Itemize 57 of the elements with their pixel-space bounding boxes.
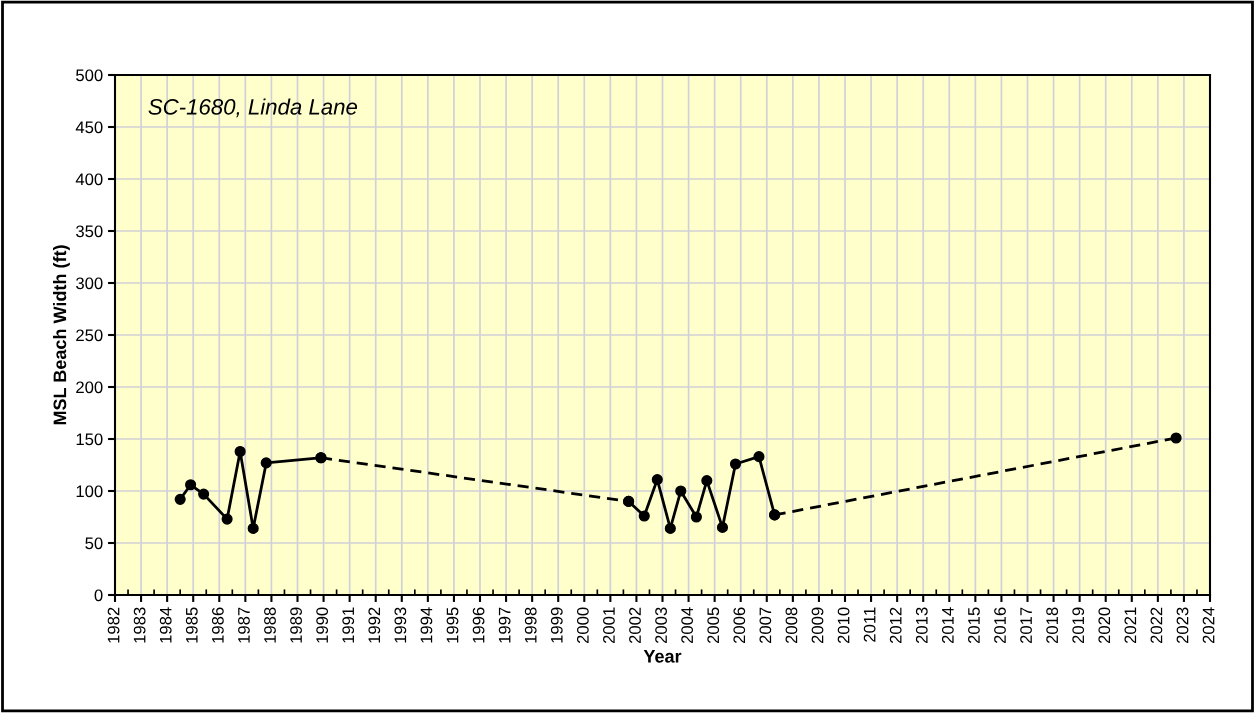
- x-tick-label: 1985: [185, 607, 198, 643]
- x-tick-label: 1987: [238, 607, 250, 643]
- x-tick-label: 2005: [707, 607, 720, 644]
- x-tick-label: 1982: [107, 607, 120, 643]
- x-tick-label: 2007: [759, 607, 772, 644]
- x-tick-label: 1996: [472, 607, 485, 643]
- x-tick-label: 2003: [655, 607, 667, 644]
- x-tick-label: 2006: [733, 607, 746, 644]
- x-tick-label: 1988: [264, 607, 276, 643]
- x-tick-label: 1994: [420, 607, 433, 643]
- y-tick-label: 400: [75, 173, 103, 186]
- y-tick-label: 50: [85, 537, 103, 550]
- y-tick-label: 500: [76, 69, 103, 82]
- y-tick-label: 250: [76, 329, 103, 342]
- x-tick-label: 1991: [342, 607, 355, 643]
- x-tick-label: 1990: [316, 607, 329, 643]
- x-tick-label: 2013: [915, 607, 928, 644]
- y-tick-label: 100: [76, 485, 103, 498]
- annotation: SC-1680, Linda Lane: [148, 98, 358, 118]
- x-tick-label: 2012: [889, 607, 902, 644]
- x-tick-label: 2008: [785, 607, 798, 644]
- x-tick-label: 1986: [211, 607, 224, 643]
- y-tick-label: 0: [94, 589, 103, 602]
- x-tick-label: 2004: [681, 607, 694, 644]
- x-tick-label: 1997: [498, 607, 511, 643]
- x-tick-label: 2017: [1020, 607, 1032, 644]
- x-tick-label: 1995: [446, 607, 459, 643]
- x-tick-label: 2023: [1176, 607, 1189, 644]
- x-tick-label: 2000: [576, 607, 589, 644]
- y-tick-label: 200: [76, 381, 103, 394]
- x-tick-label: 2018: [1046, 607, 1059, 644]
- y-axis-title: MSL Beach Width (ft): [53, 245, 70, 425]
- x-tick-label: 1993: [394, 607, 407, 643]
- y-tick-label: 350: [76, 225, 103, 238]
- x-tick-label: 2021: [1124, 607, 1137, 644]
- x-tick-label: 2024: [1202, 607, 1215, 644]
- x-tick-label: 1999: [550, 607, 563, 643]
- x-tick-label: 2001: [603, 607, 615, 644]
- y-tick-label: 150: [76, 433, 103, 446]
- x-tick-label: 1984: [159, 607, 172, 643]
- y-tick-label: 300: [76, 277, 103, 290]
- x-tick-label: 2015: [968, 607, 980, 644]
- x-tick-label: 1998: [524, 607, 537, 643]
- x-tick-label: 2010: [837, 607, 850, 644]
- x-tick-label: 1983: [133, 607, 146, 643]
- x-tick-label: 2019: [1072, 607, 1085, 644]
- x-tick-label: 2009: [811, 607, 824, 644]
- x-tick-label: 2020: [1098, 607, 1111, 644]
- x-tick-label: 2002: [629, 607, 641, 644]
- x-tick-label: 2022: [1150, 607, 1163, 644]
- x-tick-label: 2016: [994, 607, 1006, 644]
- x-tick-label: 2011: [863, 607, 876, 642]
- x-tick-label: 1989: [290, 607, 302, 643]
- x-axis-title: Year: [643, 650, 682, 663]
- x-tick-label: 2014: [941, 607, 954, 644]
- x-tick-label: 1992: [368, 607, 381, 643]
- y-tick-label: 450: [75, 121, 103, 134]
